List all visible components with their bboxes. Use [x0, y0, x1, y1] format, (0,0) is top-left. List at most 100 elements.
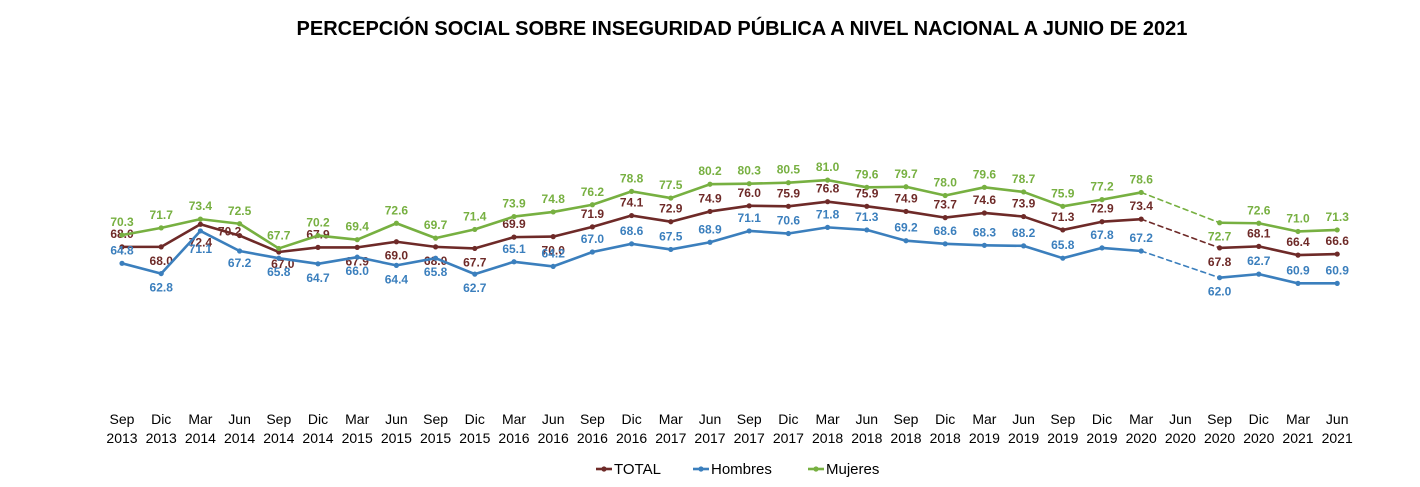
series-line-segment — [1100, 191, 1143, 201]
x-tick-label: 2014 — [302, 430, 333, 446]
data-label: 71.4 — [463, 209, 487, 223]
series-line-segment — [395, 240, 437, 249]
legend-item: TOTAL — [596, 461, 661, 478]
data-point — [707, 181, 713, 187]
x-tick-label: 2019 — [1008, 430, 1039, 446]
data-point — [472, 271, 478, 277]
series-line-segment — [355, 255, 398, 267]
data-point — [1138, 216, 1144, 222]
data-point — [119, 232, 125, 238]
x-tick-label: Dic — [1092, 411, 1112, 427]
x-tick-label: Jun — [699, 411, 722, 427]
series-line-segment — [630, 214, 673, 224]
x-tick-label: Jun — [385, 411, 408, 427]
x-tick-label: Jun — [856, 411, 879, 427]
series-line-segment — [120, 226, 163, 237]
data-point — [472, 226, 478, 233]
x-tick-label: Dic — [465, 411, 485, 427]
data-point — [315, 244, 321, 250]
data-label: 73.4 — [189, 199, 213, 213]
x-tick-label: 2013 — [146, 430, 177, 446]
data-label: 71.8 — [816, 207, 840, 221]
x-tick-label: Mar — [502, 411, 526, 427]
data-point — [315, 232, 321, 239]
series-line-segment — [1257, 221, 1300, 233]
x-tick-label: 2015 — [381, 430, 412, 446]
legend: TOTAL Hombres Mujeres — [596, 461, 879, 478]
data-point — [197, 221, 203, 227]
data-label: 64.7 — [306, 271, 330, 285]
x-tick-label: 2017 — [734, 430, 765, 446]
data-point — [1021, 243, 1027, 249]
series-line-segment — [434, 256, 477, 276]
data-point — [511, 213, 517, 220]
data-label: 62.7 — [1247, 254, 1271, 268]
series-total: 68.068.072.470.267.067.967.969.068.067.7… — [110, 182, 1349, 271]
x-tick-label: 2015 — [420, 430, 451, 446]
x-tick-label: Jun — [228, 411, 251, 427]
data-point — [903, 238, 909, 244]
series-line-segment — [1061, 198, 1104, 208]
data-point — [864, 184, 870, 190]
x-tick-label: 2014 — [263, 430, 294, 446]
data-point — [472, 245, 478, 252]
series-line-segment — [159, 229, 202, 275]
x-tick-label: 2016 — [498, 430, 529, 446]
series-line-segment — [277, 246, 320, 254]
series-line-segment — [630, 242, 673, 251]
series-line-segment — [1022, 215, 1065, 232]
series-line-segment — [708, 229, 751, 244]
data-label: 80.5 — [777, 163, 801, 177]
x-tick-label: Dic — [778, 411, 798, 427]
data-label: 67.8 — [1208, 255, 1232, 269]
data-label: 68.6 — [620, 224, 644, 238]
data-label: 73.4 — [1130, 199, 1154, 213]
data-label: 70.0 — [542, 244, 566, 258]
x-tick-label: 2018 — [890, 430, 921, 446]
series-gap-segment — [1140, 218, 1221, 249]
data-point — [1099, 245, 1105, 251]
data-point — [237, 232, 243, 239]
x-tick-label: 2020 — [1204, 430, 1235, 446]
data-label: 78.0 — [934, 176, 958, 190]
x-tick-label: 2014 — [185, 430, 216, 446]
data-point — [1256, 271, 1262, 277]
series-line-segment — [630, 190, 673, 200]
series-line-segment — [983, 244, 1025, 248]
data-label: 68.0 — [424, 254, 448, 268]
x-tick-label: 2020 — [1243, 430, 1274, 446]
data-point — [393, 239, 399, 245]
data-label: 64.2 — [542, 246, 566, 260]
legend-marker — [813, 466, 819, 472]
series-line-segment — [1218, 245, 1261, 250]
series-line-segment — [669, 240, 712, 251]
series-line-segment — [1100, 246, 1143, 253]
data-label: 65.8 — [424, 265, 448, 279]
data-label: 69.4 — [346, 220, 370, 234]
series-line-segment — [473, 235, 516, 250]
data-label: 73.9 — [502, 197, 526, 211]
data-label: 68.0 — [150, 254, 174, 268]
data-point — [942, 192, 948, 199]
x-tick-label: Dic — [308, 411, 328, 427]
data-label: 64.8 — [110, 243, 134, 257]
series-line-segment — [1296, 252, 1339, 257]
x-tick-label: 2019 — [1086, 430, 1117, 446]
data-label: 66.6 — [1326, 234, 1350, 248]
series-line-segment — [591, 214, 633, 229]
x-tick-label: 2020 — [1165, 430, 1196, 446]
data-label: 68.2 — [1012, 226, 1036, 240]
data-point — [903, 208, 909, 215]
data-point — [942, 215, 948, 221]
series-line-segment — [904, 239, 947, 246]
data-label: 70.3 — [110, 215, 134, 229]
series-line-segment — [551, 250, 594, 268]
data-point — [433, 244, 439, 250]
data-point — [707, 239, 713, 245]
data-label: 71.1 — [738, 211, 762, 225]
series-line-segment — [551, 203, 594, 214]
data-label: 67.0 — [581, 232, 605, 246]
data-label: 72.6 — [1247, 203, 1271, 217]
data-label: 67.2 — [228, 256, 252, 270]
data-point — [158, 244, 164, 250]
